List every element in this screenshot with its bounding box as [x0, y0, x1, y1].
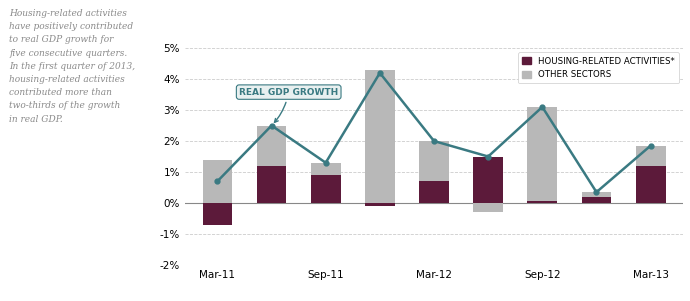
Bar — [365, 70, 395, 203]
Bar — [310, 175, 341, 203]
Bar — [635, 146, 665, 166]
Bar — [257, 126, 286, 166]
Bar — [419, 181, 449, 203]
Text: REAL GDP GROWTH: REAL GDP GROWTH — [239, 88, 338, 122]
Bar — [582, 192, 611, 197]
Bar — [527, 107, 558, 201]
Bar — [473, 157, 503, 203]
Bar — [635, 166, 665, 203]
Bar — [203, 203, 233, 225]
Bar — [257, 166, 286, 203]
Bar — [365, 203, 395, 206]
Bar — [310, 163, 341, 175]
Bar — [419, 141, 449, 181]
Text: Housing-related activities
have positively contributed
to real GDP growth for
fi: Housing-related activities have positive… — [9, 9, 135, 124]
Legend: HOUSING-RELATED ACTIVITIES*, OTHER SECTORS: HOUSING-RELATED ACTIVITIES*, OTHER SECTO… — [518, 52, 679, 83]
Text: MEASURING THE IMPACT OF THE HOUSING RECOVERY ON GDP: MEASURING THE IMPACT OF THE HOUSING RECO… — [195, 22, 573, 32]
Bar — [473, 203, 503, 212]
Bar — [203, 160, 233, 203]
Bar — [527, 201, 558, 203]
Bar — [582, 197, 611, 203]
